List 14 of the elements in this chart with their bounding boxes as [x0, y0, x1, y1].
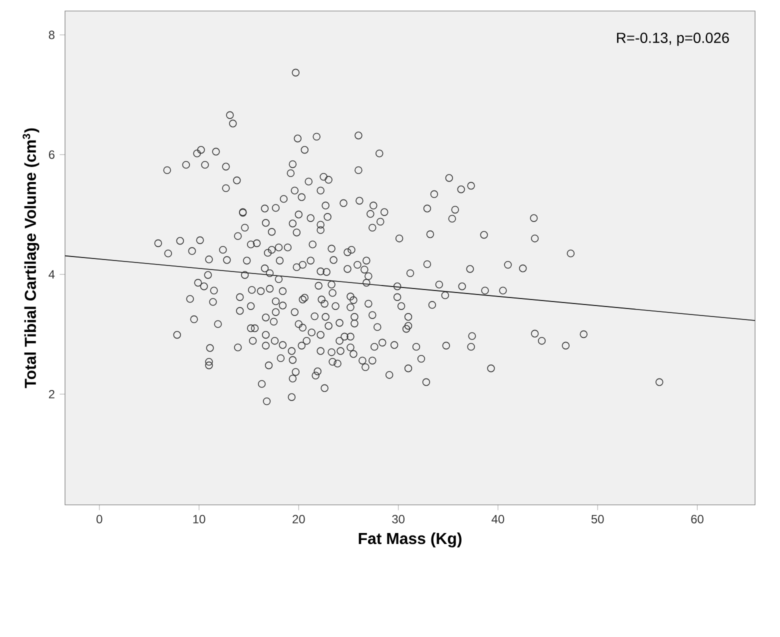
- annotation: R=-0.13, p=0.026: [617, 32, 729, 46]
- x-tick-label: 50: [591, 514, 604, 524]
- x-tick-label: 20: [292, 514, 305, 524]
- x-tick-label: 10: [193, 514, 206, 524]
- x-tick-label: 0: [96, 514, 102, 524]
- x-tick-label: 60: [691, 514, 704, 524]
- x-tick-label: 40: [492, 514, 504, 524]
- y-tick-label: 2: [48, 390, 54, 398]
- y-axis-title: Total Tibial Cartilage Volume (cm$^{3}$): [22, 128, 40, 388]
- y-tick-label: 6: [48, 150, 54, 159]
- x-axis-title: Fat Mass (Kg): [358, 532, 462, 548]
- y-tick-label: 4: [48, 270, 55, 279]
- y-tick-label: 8: [48, 30, 54, 40]
- x-tick-label: 30: [392, 514, 405, 524]
